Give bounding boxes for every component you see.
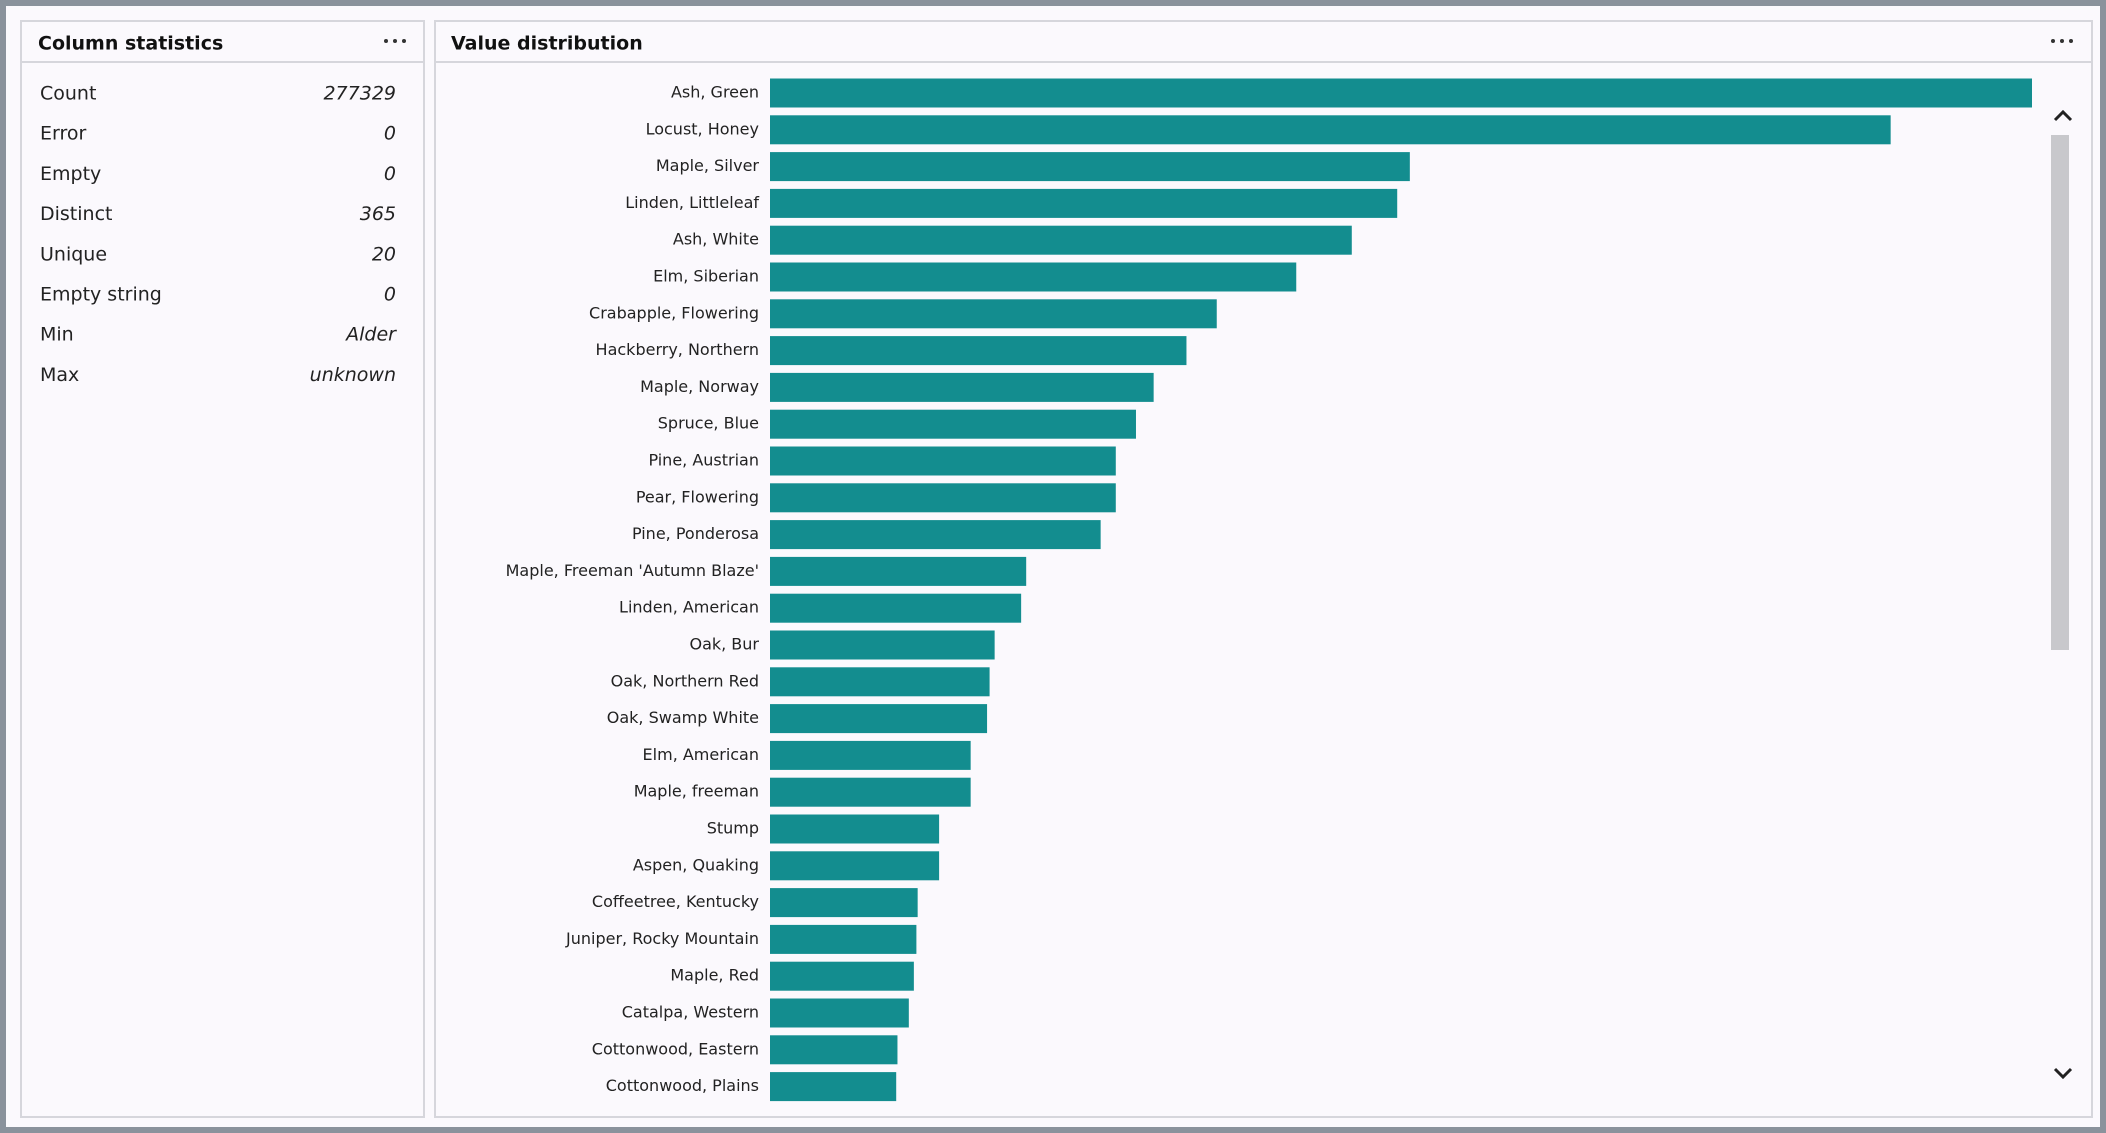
category-label: Oak, Northern Red xyxy=(611,671,759,690)
more-menu[interactable] xyxy=(2051,39,2073,43)
scroll-down[interactable] xyxy=(2053,1067,2073,1080)
bar xyxy=(770,446,1116,476)
bar xyxy=(770,78,2032,108)
category-label: Cottonwood, Eastern xyxy=(592,1039,759,1058)
category-label: Pine, Austrian xyxy=(648,451,759,470)
category-label: Maple, Norway xyxy=(640,377,759,396)
bar xyxy=(770,483,1116,513)
stat-value: 277329 xyxy=(323,83,396,105)
bar xyxy=(770,593,1022,623)
bar xyxy=(770,1035,898,1065)
bar xyxy=(770,225,1352,255)
stat-value: 0 xyxy=(384,284,396,306)
stat-value: 0 xyxy=(384,123,396,145)
category-label: Maple, Red xyxy=(670,966,759,985)
category-label: Elm, Siberian xyxy=(653,267,759,286)
scroll-up[interactable] xyxy=(2053,109,2073,122)
bar xyxy=(770,630,995,660)
bar xyxy=(770,520,1101,550)
stat-label: Empty string xyxy=(40,284,162,306)
category-label: Maple, freeman xyxy=(634,782,759,801)
bar xyxy=(770,1072,897,1102)
category-label: Cottonwood, Plains xyxy=(606,1076,759,1095)
scrollbar-thumb[interactable] xyxy=(2051,135,2069,650)
category-label: Coffeetree, Kentucky xyxy=(592,892,759,911)
bar xyxy=(770,704,988,734)
category-label: Linden, American xyxy=(619,598,759,617)
bar xyxy=(770,188,1398,218)
bar xyxy=(770,299,1217,329)
bar xyxy=(770,851,940,881)
category-label: Oak, Bur xyxy=(689,635,759,654)
stat-value: 20 xyxy=(372,243,396,265)
bar xyxy=(770,556,1027,586)
bar xyxy=(770,372,1154,402)
category-label: Maple, Silver xyxy=(656,156,760,175)
bar xyxy=(770,924,917,954)
bar xyxy=(770,667,990,697)
category-label: Oak, Swamp White xyxy=(607,708,759,727)
category-label: Aspen, Quaking xyxy=(633,855,759,874)
bar xyxy=(770,115,1891,145)
stats-panel xyxy=(20,20,425,1118)
stat-label: Max xyxy=(40,364,79,386)
stat-label: Empty xyxy=(40,163,101,185)
category-label: Crabapple, Flowering xyxy=(589,303,759,322)
bar xyxy=(770,961,914,991)
bar xyxy=(770,814,940,844)
category-label: Catalpa, Western xyxy=(622,1003,759,1022)
bar xyxy=(770,336,1187,366)
panel-title: Column statistics xyxy=(38,33,223,55)
category-label: Pear, Flowering xyxy=(636,487,759,506)
bar xyxy=(770,740,971,770)
category-label: Locust, Honey xyxy=(646,119,759,138)
more-menu[interactable] xyxy=(384,39,406,43)
stat-value: 0 xyxy=(384,163,396,185)
category-label: Linden, Littleleaf xyxy=(625,193,759,212)
category-label: Stump xyxy=(707,819,759,838)
bar xyxy=(770,777,971,807)
category-label: Maple, Freeman 'Autumn Blaze' xyxy=(506,561,759,580)
bar-chart: Ash, Green Locust, Honey Maple, Silver Lind… xyxy=(506,78,2032,1102)
stat-label: Distinct xyxy=(40,203,112,225)
category-label: Hackberry, Northern xyxy=(596,340,759,359)
category-label: Elm, American xyxy=(643,745,759,764)
category-label: Juniper, Rocky Mountain xyxy=(565,929,759,948)
bar xyxy=(770,888,918,918)
stat-value: 365 xyxy=(360,203,396,225)
bar xyxy=(770,262,1297,292)
stat-value: Alder xyxy=(344,324,397,346)
category-label: Pine, Ponderosa xyxy=(632,524,759,543)
stat-label: Count xyxy=(40,83,96,105)
bar xyxy=(770,152,1410,182)
stat-label: Min xyxy=(40,324,74,346)
category-label: Spruce, Blue xyxy=(658,414,759,433)
stat-label: Unique xyxy=(40,243,107,265)
bar xyxy=(770,998,909,1028)
stats-list: Count 277329 Error 0 Empty 0 Distinct 365 Unique… xyxy=(40,83,397,386)
category-label: Ash, Green xyxy=(671,83,759,102)
bar xyxy=(770,409,1136,439)
stat-label: Error xyxy=(40,123,87,145)
chart-title: Value distribution xyxy=(451,33,643,55)
category-label: Ash, White xyxy=(673,230,759,249)
stat-value: unknown xyxy=(310,364,396,386)
